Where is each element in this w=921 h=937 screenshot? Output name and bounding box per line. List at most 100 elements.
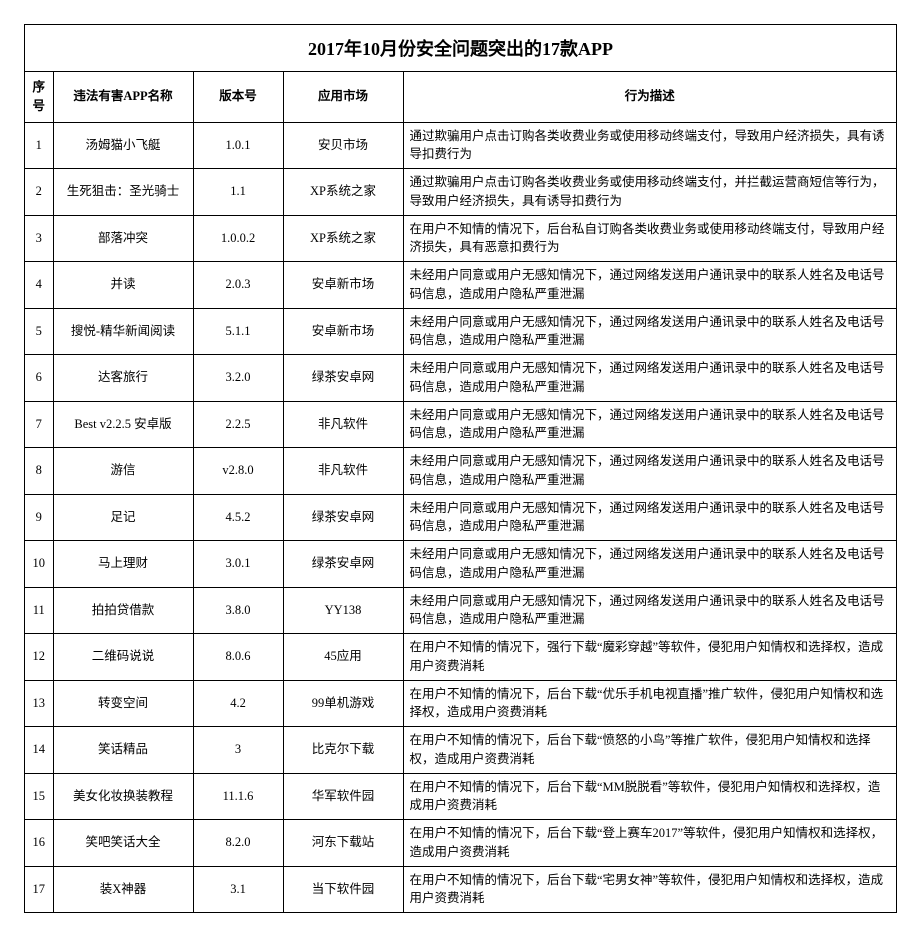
table-row: 2生死狙击：圣光骑士1.1XP系统之家通过欺骗用户点击订购各类收费业务或使用移动… — [25, 169, 896, 216]
table-row: 8游信v2.8.0非凡软件未经用户同意或用户无感知情况下，通过网络发送用户通讯录… — [25, 448, 896, 495]
cell-market: 比克尔下载 — [283, 727, 403, 774]
cell-version: 3.0.1 — [193, 541, 283, 588]
cell-market: 45应用 — [283, 634, 403, 681]
table-row: 9足记4.5.2绿茶安卓网未经用户同意或用户无感知情况下，通过网络发送用户通讯录… — [25, 494, 896, 541]
col-header-seq: 序号 — [25, 72, 53, 122]
cell-version: 3.1 — [193, 866, 283, 912]
table-row: 6达客旅行3.2.0绿茶安卓网未经用户同意或用户无感知情况下，通过网络发送用户通… — [25, 355, 896, 402]
table-row: 14笑话精品3比克尔下载在用户不知情的情况下，后台下载“愤怒的小鸟”等推广软件，… — [25, 727, 896, 774]
cell-desc: 在用户不知情的情况下，后台下载“宅男女神”等软件，侵犯用户知情权和选择权，造成用… — [403, 866, 896, 912]
col-header-market: 应用市场 — [283, 72, 403, 122]
cell-app-name: 部落冲突 — [53, 215, 193, 262]
table-row: 16笑吧笑话大全8.2.0河东下载站在用户不知情的情况下，后台下载“登上赛车20… — [25, 820, 896, 867]
cell-seq: 4 — [25, 262, 53, 309]
cell-market: 安贝市场 — [283, 122, 403, 169]
table-row: 1汤姆猫小飞艇1.0.1安贝市场通过欺骗用户点击订购各类收费业务或使用移动终端支… — [25, 122, 896, 169]
cell-app-name: 并读 — [53, 262, 193, 309]
cell-desc: 在用户不知情的情况下，后台下载“MM脱脱看”等软件，侵犯用户知情权和选择权，造成… — [403, 773, 896, 820]
cell-market: 绿茶安卓网 — [283, 355, 403, 402]
cell-seq: 15 — [25, 773, 53, 820]
cell-version: 4.2 — [193, 680, 283, 727]
apps-table-container: 2017年10月份安全问题突出的17款APP 序号 违法有害APP名称 版本号 … — [24, 24, 897, 913]
cell-seq: 17 — [25, 866, 53, 912]
cell-seq: 10 — [25, 541, 53, 588]
cell-app-name: 转变空间 — [53, 680, 193, 727]
cell-desc: 在用户不知情的情况下，后台下载“优乐手机电视直播”推广软件，侵犯用户知情权和选择… — [403, 680, 896, 727]
cell-seq: 3 — [25, 215, 53, 262]
cell-app-name: 足记 — [53, 494, 193, 541]
apps-table: 序号 违法有害APP名称 版本号 应用市场 行为描述 1汤姆猫小飞艇1.0.1安… — [25, 72, 896, 912]
cell-desc: 未经用户同意或用户无感知情况下，通过网络发送用户通讯录中的联系人姓名及电话号码信… — [403, 448, 896, 495]
table-row: 7Best v2.2.5 安卓版2.2.5非凡软件未经用户同意或用户无感知情况下… — [25, 401, 896, 448]
cell-desc: 未经用户同意或用户无感知情况下，通过网络发送用户通讯录中的联系人姓名及电话号码信… — [403, 494, 896, 541]
cell-app-name: 二维码说说 — [53, 634, 193, 681]
cell-desc: 未经用户同意或用户无感知情况下，通过网络发送用户通讯录中的联系人姓名及电话号码信… — [403, 401, 896, 448]
cell-desc: 未经用户同意或用户无感知情况下，通过网络发送用户通讯录中的联系人姓名及电话号码信… — [403, 262, 896, 309]
cell-market: YY138 — [283, 587, 403, 634]
table-row: 12二维码说说8.0.645应用在用户不知情的情况下，强行下载“魔彩穿越”等软件… — [25, 634, 896, 681]
cell-market: 当下软件园 — [283, 866, 403, 912]
cell-version: 3 — [193, 727, 283, 774]
col-header-ver: 版本号 — [193, 72, 283, 122]
cell-app-name: Best v2.2.5 安卓版 — [53, 401, 193, 448]
cell-desc: 在用户不知情的情况下，强行下载“魔彩穿越”等软件，侵犯用户知情权和选择权，造成用… — [403, 634, 896, 681]
cell-seq: 7 — [25, 401, 53, 448]
table-row: 10马上理财3.0.1绿茶安卓网未经用户同意或用户无感知情况下，通过网络发送用户… — [25, 541, 896, 588]
cell-app-name: 笑吧笑话大全 — [53, 820, 193, 867]
cell-market: 河东下载站 — [283, 820, 403, 867]
cell-market: 99单机游戏 — [283, 680, 403, 727]
cell-market: 非凡软件 — [283, 448, 403, 495]
cell-desc: 在用户不知情的情况下，后台私自订购各类收费业务或使用移动终端支付，导致用户经济损… — [403, 215, 896, 262]
cell-seq: 12 — [25, 634, 53, 681]
cell-desc: 未经用户同意或用户无感知情况下，通过网络发送用户通讯录中的联系人姓名及电话号码信… — [403, 355, 896, 402]
cell-app-name: 生死狙击：圣光骑士 — [53, 169, 193, 216]
cell-seq: 9 — [25, 494, 53, 541]
cell-version: 5.1.1 — [193, 308, 283, 355]
col-header-name: 违法有害APP名称 — [53, 72, 193, 122]
cell-version: 8.0.6 — [193, 634, 283, 681]
cell-version: 1.0.0.2 — [193, 215, 283, 262]
cell-app-name: 美女化妆换装教程 — [53, 773, 193, 820]
cell-desc: 未经用户同意或用户无感知情况下，通过网络发送用户通讯录中的联系人姓名及电话号码信… — [403, 587, 896, 634]
cell-market: 绿茶安卓网 — [283, 541, 403, 588]
cell-desc: 未经用户同意或用户无感知情况下，通过网络发送用户通讯录中的联系人姓名及电话号码信… — [403, 541, 896, 588]
cell-version: 3.8.0 — [193, 587, 283, 634]
cell-version: 8.2.0 — [193, 820, 283, 867]
cell-app-name: 装X神器 — [53, 866, 193, 912]
cell-version: 2.2.5 — [193, 401, 283, 448]
cell-desc: 在用户不知情的情况下，后台下载“愤怒的小鸟”等推广软件，侵犯用户知情权和选择权，… — [403, 727, 896, 774]
cell-desc: 未经用户同意或用户无感知情况下，通过网络发送用户通讯录中的联系人姓名及电话号码信… — [403, 308, 896, 355]
cell-desc: 在用户不知情的情况下，后台下载“登上赛车2017”等软件，侵犯用户知情权和选择权… — [403, 820, 896, 867]
cell-desc: 通过欺骗用户点击订购各类收费业务或使用移动终端支付，导致用户经济损失，具有诱导扣… — [403, 122, 896, 169]
cell-app-name: 马上理财 — [53, 541, 193, 588]
cell-app-name: 达客旅行 — [53, 355, 193, 402]
cell-version: 1.0.1 — [193, 122, 283, 169]
cell-desc: 通过欺骗用户点击订购各类收费业务或使用移动终端支付，并拦截运营商短信等行为，导致… — [403, 169, 896, 216]
cell-app-name: 拍拍贷借款 — [53, 587, 193, 634]
table-row: 17装X神器3.1当下软件园在用户不知情的情况下，后台下载“宅男女神”等软件，侵… — [25, 866, 896, 912]
cell-market: 华军软件园 — [283, 773, 403, 820]
cell-market: XP系统之家 — [283, 215, 403, 262]
cell-seq: 13 — [25, 680, 53, 727]
col-header-desc: 行为描述 — [403, 72, 896, 122]
cell-version: 4.5.2 — [193, 494, 283, 541]
table-row: 13转变空间4.299单机游戏在用户不知情的情况下，后台下载“优乐手机电视直播”… — [25, 680, 896, 727]
table-title: 2017年10月份安全问题突出的17款APP — [25, 25, 896, 72]
cell-market: 非凡软件 — [283, 401, 403, 448]
cell-market: 安卓新市场 — [283, 308, 403, 355]
cell-version: 2.0.3 — [193, 262, 283, 309]
cell-seq: 6 — [25, 355, 53, 402]
table-row: 5搜悦-精华新闻阅读5.1.1安卓新市场未经用户同意或用户无感知情况下，通过网络… — [25, 308, 896, 355]
cell-version: 3.2.0 — [193, 355, 283, 402]
cell-version: v2.8.0 — [193, 448, 283, 495]
cell-version: 1.1 — [193, 169, 283, 216]
cell-app-name: 搜悦-精华新闻阅读 — [53, 308, 193, 355]
cell-seq: 8 — [25, 448, 53, 495]
table-row: 4并读2.0.3安卓新市场未经用户同意或用户无感知情况下，通过网络发送用户通讯录… — [25, 262, 896, 309]
table-row: 15美女化妆换装教程11.1.6华军软件园在用户不知情的情况下，后台下载“MM脱… — [25, 773, 896, 820]
cell-seq: 16 — [25, 820, 53, 867]
cell-market: XP系统之家 — [283, 169, 403, 216]
table-header-row: 序号 违法有害APP名称 版本号 应用市场 行为描述 — [25, 72, 896, 122]
cell-seq: 14 — [25, 727, 53, 774]
cell-app-name: 游信 — [53, 448, 193, 495]
